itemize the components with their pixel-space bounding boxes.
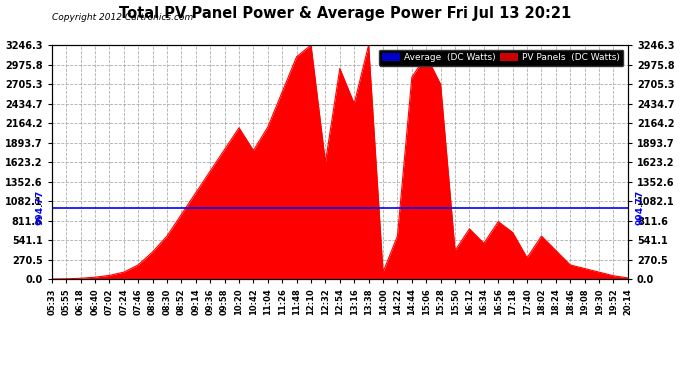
Text: 994.77: 994.77	[635, 190, 644, 225]
Text: Total PV Panel Power & Average Power Fri Jul 13 20:21: Total PV Panel Power & Average Power Fri…	[119, 6, 571, 21]
Legend: Average  (DC Watts), PV Panels  (DC Watts): Average (DC Watts), PV Panels (DC Watts)	[379, 50, 623, 66]
Text: 994.77: 994.77	[36, 190, 45, 225]
Text: Copyright 2012 Cartronics.com: Copyright 2012 Cartronics.com	[52, 13, 193, 22]
